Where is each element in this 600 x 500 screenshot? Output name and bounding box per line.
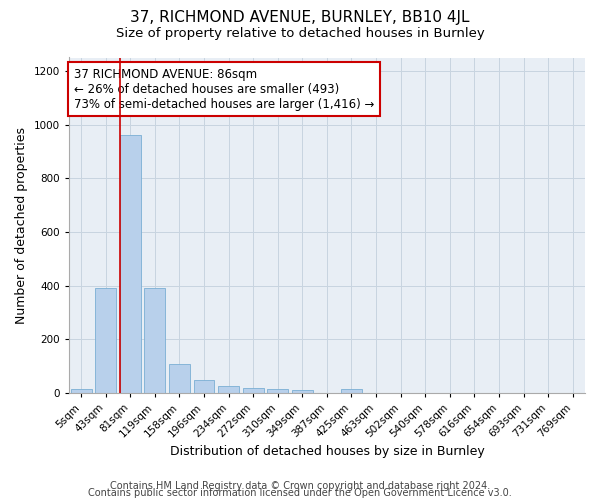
Bar	[341, 389, 362, 393]
Bar	[292, 390, 313, 393]
Bar	[95, 288, 116, 393]
Bar	[218, 386, 239, 393]
Y-axis label: Number of detached properties: Number of detached properties	[15, 127, 28, 324]
Text: Contains HM Land Registry data © Crown copyright and database right 2024.: Contains HM Land Registry data © Crown c…	[110, 481, 490, 491]
Text: 37, RICHMOND AVENUE, BURNLEY, BB10 4JL: 37, RICHMOND AVENUE, BURNLEY, BB10 4JL	[130, 10, 470, 25]
Bar	[120, 136, 141, 393]
Text: Size of property relative to detached houses in Burnley: Size of property relative to detached ho…	[116, 28, 484, 40]
Bar	[145, 288, 166, 393]
Bar	[169, 364, 190, 393]
X-axis label: Distribution of detached houses by size in Burnley: Distribution of detached houses by size …	[170, 444, 484, 458]
Bar	[194, 380, 214, 393]
Text: 37 RICHMOND AVENUE: 86sqm
← 26% of detached houses are smaller (493)
73% of semi: 37 RICHMOND AVENUE: 86sqm ← 26% of detac…	[74, 68, 374, 110]
Bar	[243, 388, 263, 393]
Text: Contains public sector information licensed under the Open Government Licence v3: Contains public sector information licen…	[88, 488, 512, 498]
Bar	[71, 389, 92, 393]
Bar	[268, 389, 288, 393]
